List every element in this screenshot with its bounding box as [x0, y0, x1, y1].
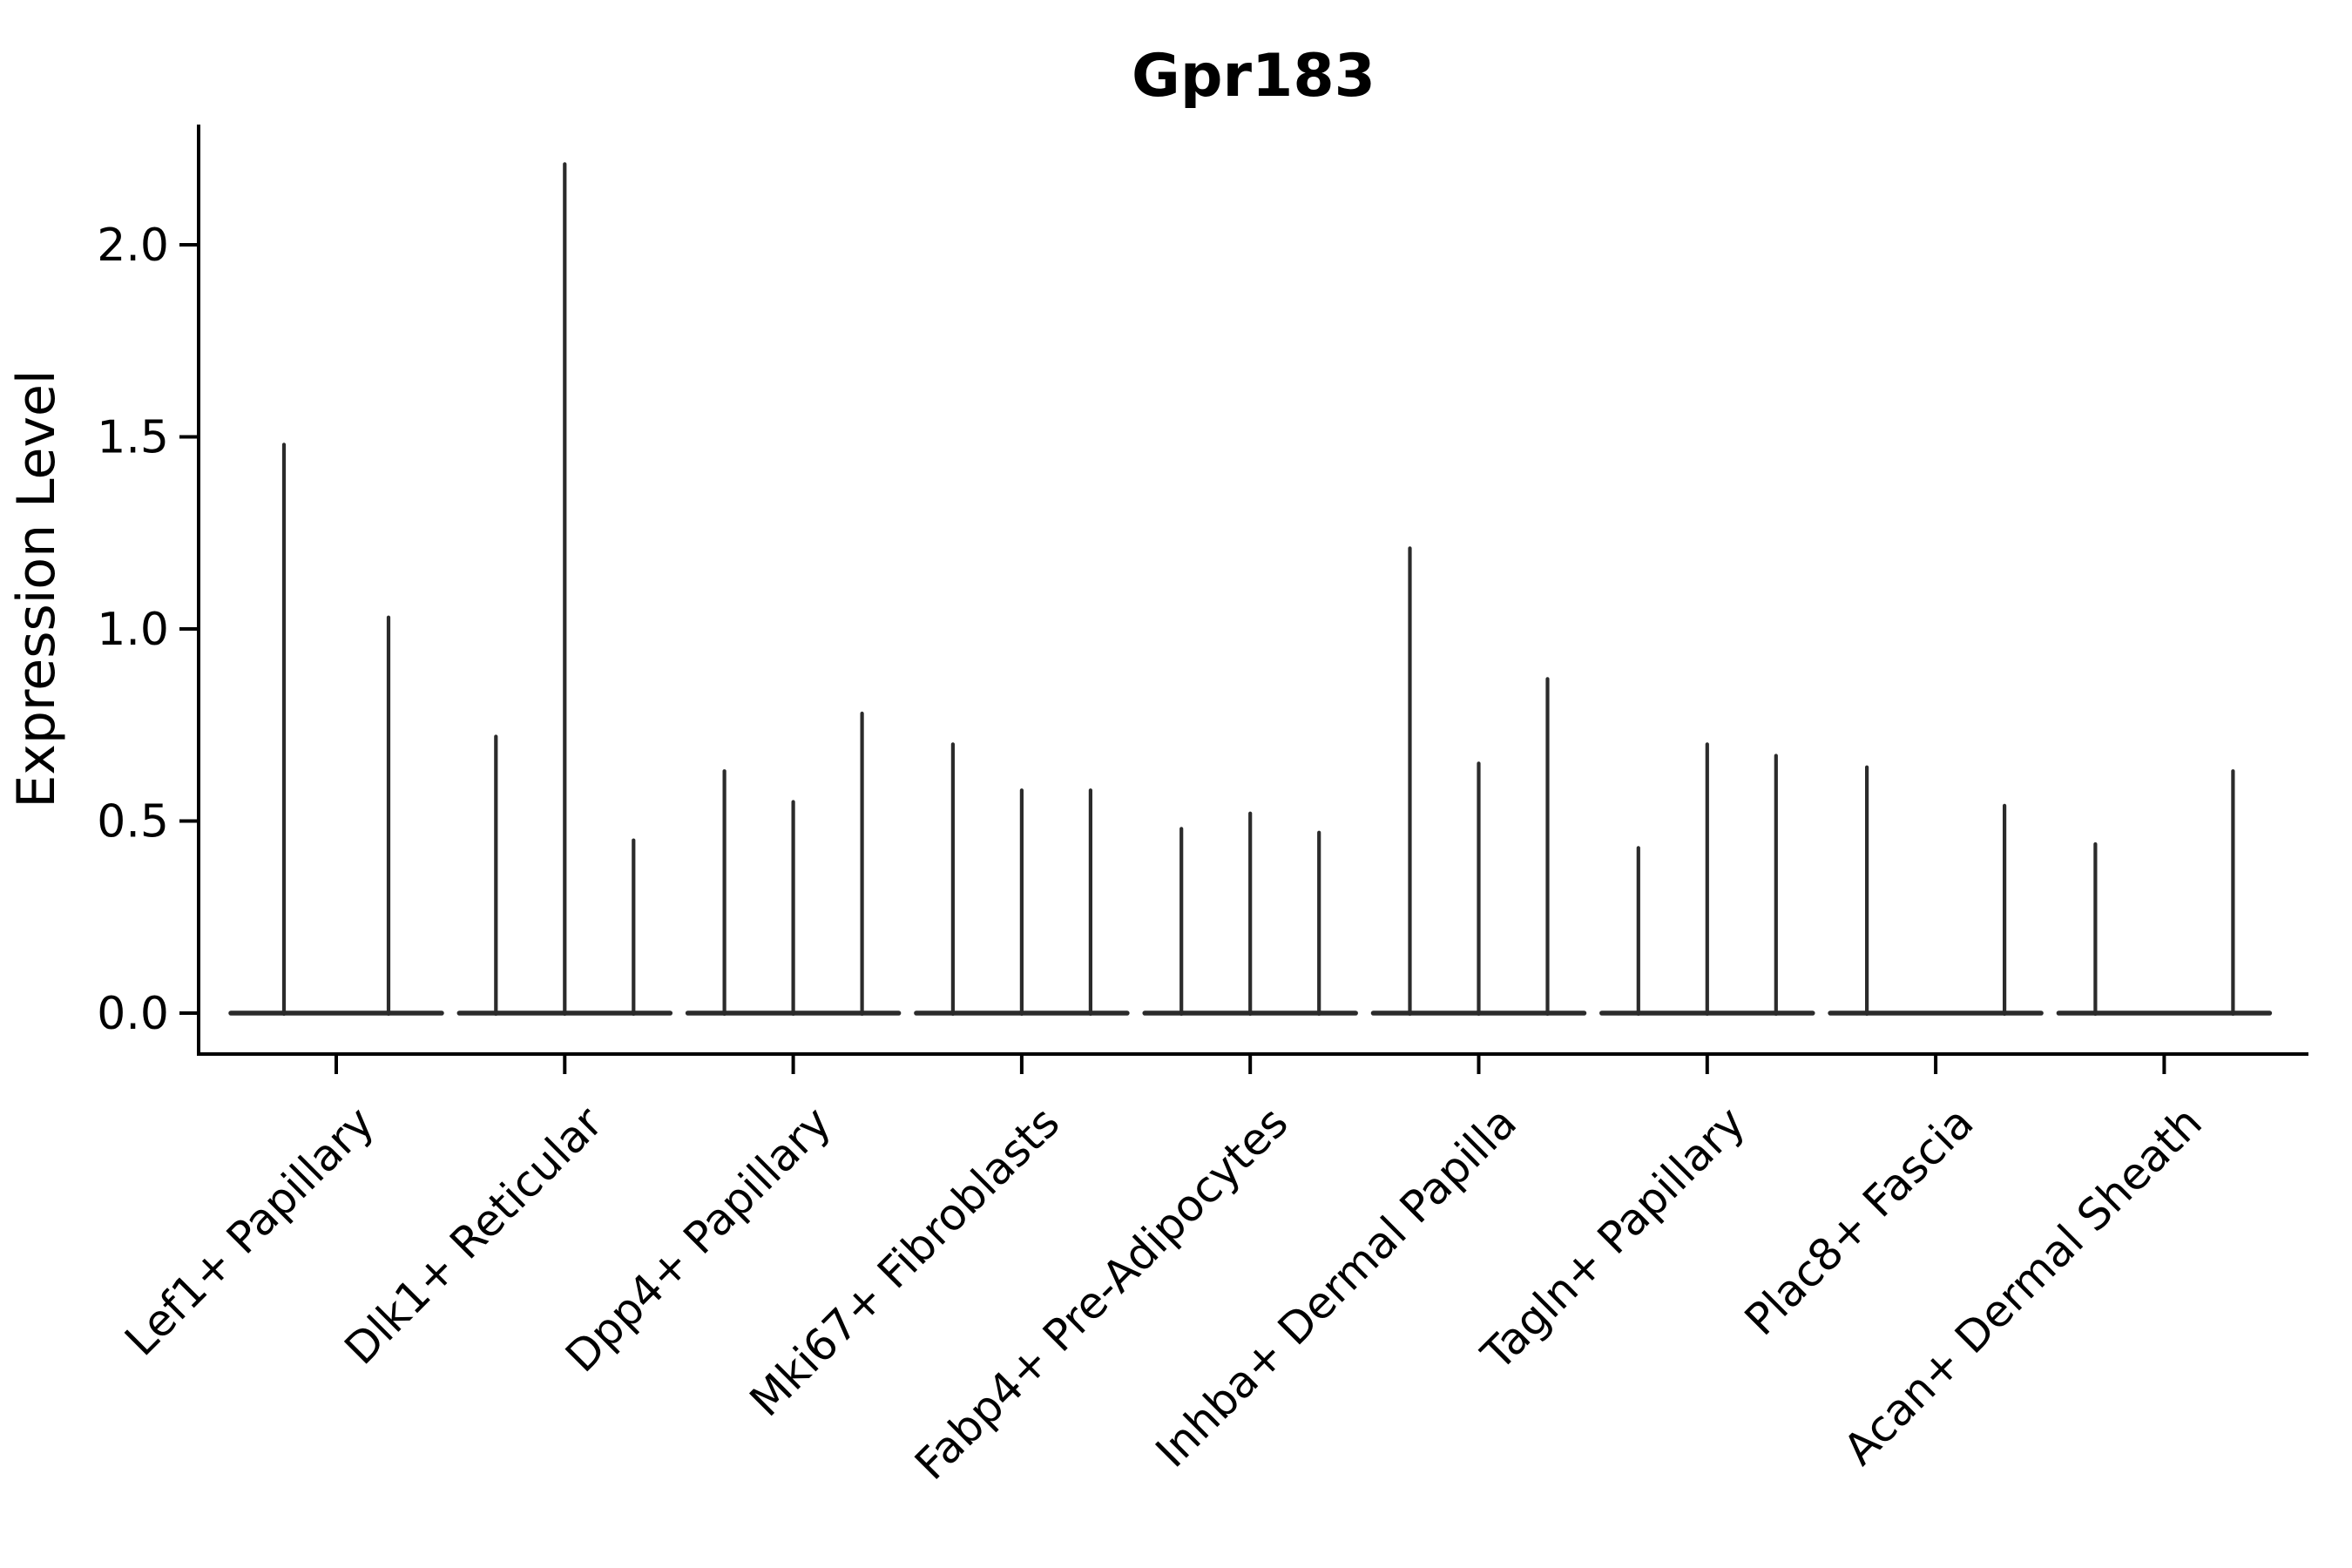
violin-group [685, 711, 902, 1017]
x-category-label: Plac8+ Fascia [1735, 1097, 1984, 1345]
y-tick-label: 0.0 [97, 988, 169, 1040]
y-tick-label: 0.5 [97, 796, 169, 848]
violin-group [2056, 769, 2273, 1017]
y-axis-label: Expression Level [6, 369, 67, 808]
violin-group [456, 162, 673, 1017]
y-tick-label: 1.0 [97, 604, 169, 656]
x-category-label: Fabp4+ Pre-Adipocytes [905, 1097, 1298, 1490]
violin-group [228, 443, 444, 1017]
violin-group [1370, 546, 1587, 1017]
y-tick-label: 2.0 [97, 220, 169, 272]
violin-groups [228, 162, 2273, 1017]
y-tick-label: 1.5 [97, 412, 169, 464]
chart-title: Gpr183 [1132, 42, 1375, 111]
violin-group [914, 742, 1130, 1017]
violin-group [1142, 811, 1358, 1017]
violin-group [1599, 742, 1815, 1017]
x-category-label: Inhba+ Dermal Papilla [1146, 1097, 1526, 1477]
y-ticks: 0.0 0.5 1.0 1.5 2.0 [97, 220, 199, 1040]
violin-group [1828, 765, 2044, 1017]
x-ticks [335, 1054, 2166, 1074]
x-category-label: Lef1+ Papillary [115, 1097, 383, 1365]
